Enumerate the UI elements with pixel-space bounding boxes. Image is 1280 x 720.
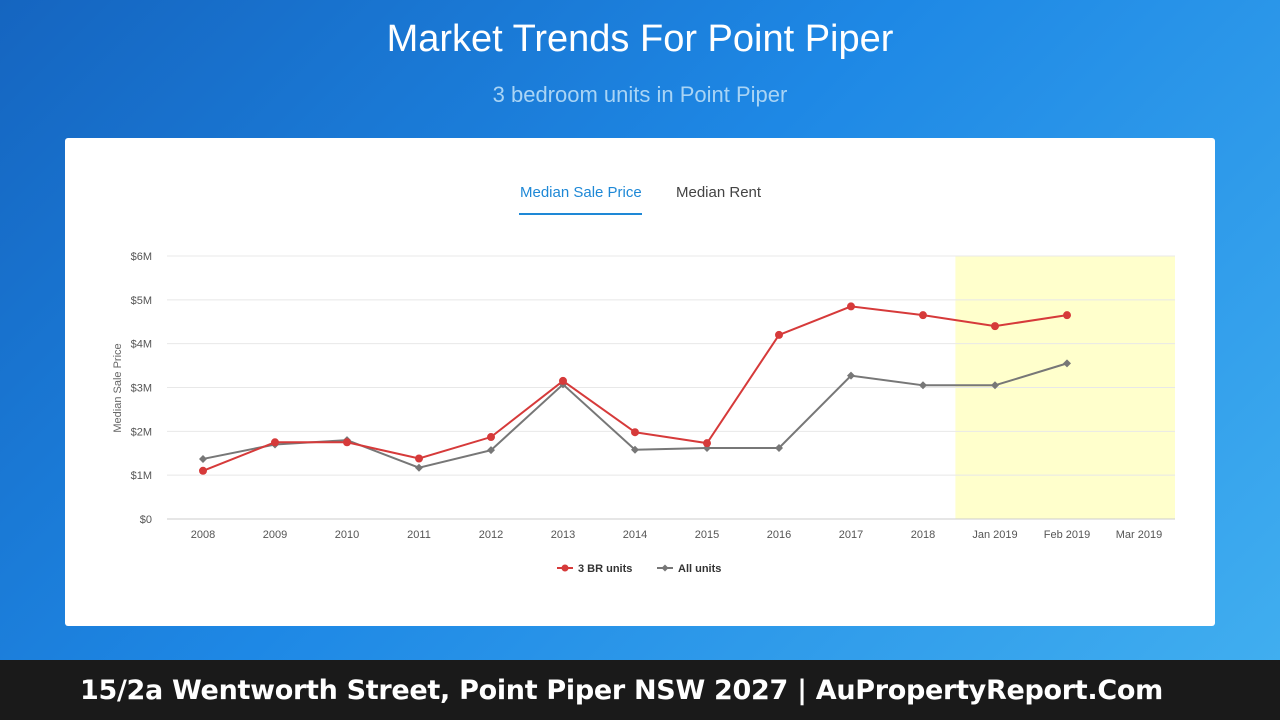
data-point-3-br-units[interactable]: [631, 428, 639, 437]
tab-median-rent[interactable]: Median Rent: [676, 184, 762, 201]
data-point-3-br-units[interactable]: [415, 454, 423, 463]
y-tick-label: $1M: [131, 470, 152, 482]
tab-median-sale-price[interactable]: Median Sale Price: [520, 184, 642, 201]
y-tick-label: $5M: [131, 295, 152, 307]
data-point-all-units[interactable]: [847, 371, 855, 380]
line-chart: $0 $1M $2M $3M $4M $5M $6M 2008 2009 2010 2011 201…: [112, 251, 1175, 575]
x-tick-label: 2008: [191, 529, 215, 541]
y-tick-label: $0: [140, 514, 152, 526]
x-tick-label: Feb 2019: [1044, 529, 1090, 541]
data-point-3-br-units[interactable]: [775, 330, 783, 339]
y-tick-label: $4M: [131, 339, 152, 351]
data-point-all-units[interactable]: [199, 454, 207, 463]
legend-marker: [661, 564, 669, 572]
x-tick-label: 2017: [839, 529, 863, 541]
page-subtitle: 3 bedroom units in Point Piper: [492, 82, 788, 107]
data-point-3-br-units[interactable]: [1063, 311, 1071, 320]
data-point-all-units[interactable]: [919, 381, 927, 390]
data-point-3-br-units[interactable]: [847, 302, 855, 311]
active-tab-underline: [519, 213, 642, 215]
x-tick-label: 2015: [695, 529, 719, 541]
data-point-3-br-units[interactable]: [991, 322, 999, 331]
data-point-3-br-units[interactable]: [343, 438, 351, 447]
data-point-all-units[interactable]: [487, 446, 495, 455]
legend-marker: [561, 564, 569, 572]
legend-label: 3 BR units: [578, 563, 632, 575]
y-tick-label: $2M: [131, 426, 152, 438]
x-tick-label: 2011: [407, 529, 431, 541]
data-point-3-br-units[interactable]: [559, 376, 567, 385]
data-point-3-br-units[interactable]: [271, 438, 279, 447]
data-point-all-units[interactable]: [1063, 359, 1071, 368]
page-title: Market Trends For Point Piper: [386, 18, 894, 60]
data-point-3-br-units[interactable]: [487, 433, 495, 442]
x-tick-label: Jan 2019: [972, 529, 1017, 541]
x-tick-label: 2012: [479, 529, 503, 541]
data-point-all-units[interactable]: [775, 443, 783, 452]
y-tick-label: $3M: [131, 383, 152, 395]
legend-label: All units: [678, 563, 721, 575]
data-point-all-units[interactable]: [991, 381, 999, 390]
y-tick-label: $6M: [131, 251, 152, 263]
data-point-3-br-units[interactable]: [703, 439, 711, 448]
data-point-all-units[interactable]: [415, 463, 423, 472]
x-tick-label: 2014: [623, 529, 647, 541]
data-point-3-br-units[interactable]: [919, 311, 927, 320]
footer-address: 15/2a Wentworth Street, Point Piper NSW …: [0, 660, 1280, 720]
legend-item-3-br-units[interactable]: 3 BR units: [557, 563, 632, 575]
data-point-all-units[interactable]: [631, 445, 639, 454]
chart-card: Median Sale Price Median Rent $0 $1M $2M $3…: [65, 138, 1215, 626]
y-axis-label: Median Sale Price: [112, 343, 124, 432]
x-tick-label: 2013: [551, 529, 575, 541]
x-tick-label: Mar 2019: [1116, 529, 1162, 541]
x-tick-label: 2009: [263, 529, 287, 541]
legend-item-all-units[interactable]: All units: [657, 563, 721, 575]
x-tick-label: 2018: [911, 529, 935, 541]
x-tick-label: 2010: [335, 529, 359, 541]
data-point-3-br-units[interactable]: [199, 466, 207, 475]
x-tick-label: 2016: [767, 529, 791, 541]
